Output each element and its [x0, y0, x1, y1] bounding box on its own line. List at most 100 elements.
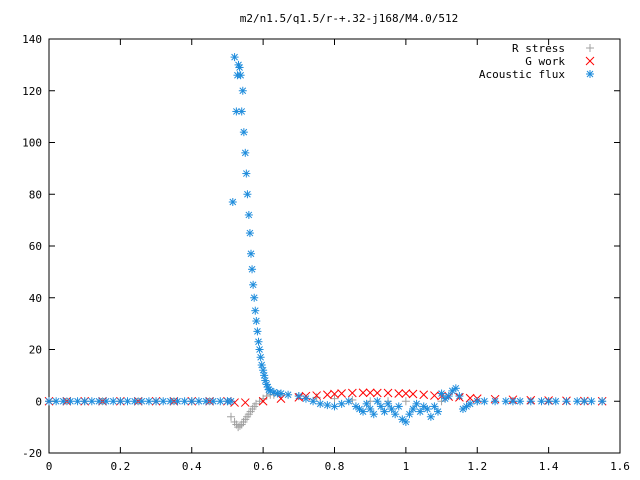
data-point	[227, 397, 236, 406]
data-point	[337, 389, 346, 398]
data-point	[284, 390, 293, 399]
data-point	[426, 412, 435, 421]
data-point	[257, 361, 266, 370]
data-point	[187, 397, 196, 406]
x-tick-label: 1.6	[610, 460, 630, 473]
data-point	[423, 405, 432, 414]
data-point	[256, 353, 265, 362]
data-point	[258, 396, 268, 406]
data-point	[362, 399, 371, 408]
data-point	[408, 389, 418, 399]
data-point	[243, 190, 252, 199]
data-point	[409, 405, 418, 414]
y-tick-label: 0	[35, 395, 42, 408]
data-point	[451, 384, 460, 393]
y-tick-label: 20	[29, 344, 42, 357]
data-point	[347, 388, 357, 398]
data-point	[551, 397, 560, 406]
legend-marker	[585, 56, 595, 66]
data-point	[430, 391, 439, 400]
data-point	[239, 128, 248, 137]
data-point	[238, 86, 247, 95]
data-point	[137, 397, 146, 406]
y-tick-label: 60	[29, 240, 42, 253]
data-point	[437, 389, 446, 398]
y-tick-label: 140	[22, 33, 42, 46]
data-point	[405, 410, 414, 419]
data-point	[159, 397, 168, 406]
y-tick-label: 120	[22, 85, 42, 98]
series-acoustic-flux	[45, 53, 607, 426]
data-point	[323, 390, 332, 400]
data-point	[237, 107, 246, 116]
data-point	[166, 397, 175, 406]
data-point	[330, 394, 339, 403]
data-point	[259, 366, 268, 375]
data-point	[276, 389, 285, 398]
data-point	[242, 169, 251, 178]
data-point	[255, 345, 264, 354]
chart-title: m2/n1.5/q1.5/r-+.32-j168/M4.0/512	[240, 12, 459, 25]
data-point	[66, 397, 75, 406]
x-tick-label: 1	[403, 460, 410, 473]
plot-frame	[48, 38, 621, 454]
data-point	[312, 393, 321, 402]
data-point	[337, 399, 346, 408]
data-point	[80, 397, 89, 406]
data-point	[260, 371, 269, 380]
data-point	[301, 394, 310, 403]
data-point	[383, 388, 393, 398]
data-point	[391, 410, 400, 419]
data-point	[401, 389, 411, 398]
data-point	[372, 388, 382, 398]
data-point	[394, 389, 404, 398]
data-point	[537, 397, 546, 406]
x-tick-label: 0	[46, 460, 53, 473]
data-point	[323, 401, 332, 410]
y-tick-label: 40	[29, 292, 42, 305]
legend-label: G work	[525, 55, 565, 68]
data-point	[430, 402, 439, 411]
data-point	[412, 399, 421, 408]
data-point	[236, 71, 245, 80]
data-point	[516, 397, 525, 406]
x-tick-label: 0.4	[182, 460, 202, 473]
data-point	[344, 397, 353, 406]
data-point	[248, 265, 257, 274]
data-point	[501, 397, 510, 406]
data-point	[123, 397, 132, 406]
data-point	[587, 397, 596, 406]
data-point	[480, 397, 489, 406]
data-point	[52, 397, 61, 406]
data-point	[262, 392, 271, 401]
y-tick-label: -20	[22, 447, 42, 460]
data-point	[491, 397, 500, 406]
data-point	[87, 397, 96, 406]
data-point	[316, 399, 325, 408]
legend-label: Acoustic flux	[479, 68, 565, 81]
data-point	[376, 402, 385, 411]
x-tick-label: 0.6	[253, 460, 273, 473]
data-point	[241, 148, 250, 157]
data-point	[309, 397, 318, 406]
data-point	[508, 397, 517, 406]
data-point	[250, 293, 259, 302]
data-point	[244, 210, 253, 219]
data-point	[387, 405, 396, 414]
data-point	[401, 397, 410, 406]
data-point	[246, 249, 255, 258]
data-point	[455, 392, 464, 401]
data-point	[261, 376, 270, 385]
data-point	[394, 402, 403, 411]
data-point	[359, 407, 368, 416]
data-point	[209, 397, 218, 406]
data-point	[245, 229, 254, 238]
data-point	[202, 397, 211, 406]
data-point	[380, 407, 389, 416]
x-axis: 0 0.2 0.4 0.6 0.8 1 1.2 1.4 1.6	[46, 39, 630, 473]
data-point	[173, 397, 182, 406]
data-point	[109, 397, 118, 406]
data-point	[240, 398, 250, 407]
data-point	[102, 397, 111, 406]
